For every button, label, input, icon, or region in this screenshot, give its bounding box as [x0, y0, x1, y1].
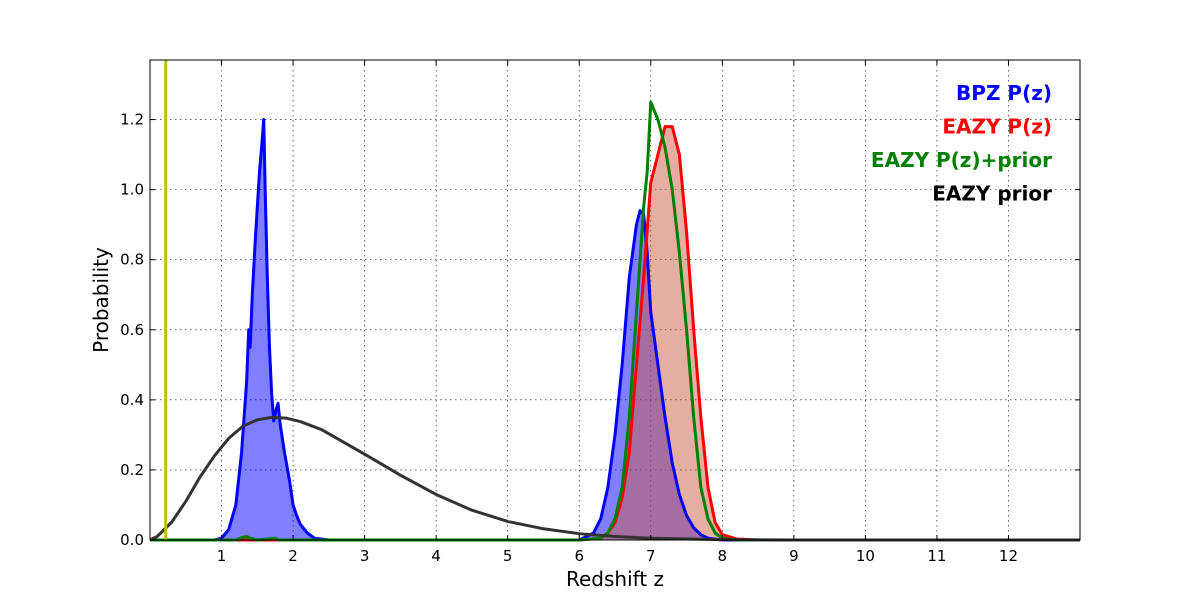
legend-entry-eazy-p-z-prior: EAZY P(z)+prior	[871, 148, 1052, 172]
fill-bpz-p-z	[150, 119, 1080, 540]
x-tick-label-10: 11	[927, 547, 946, 565]
y-tick-label-3: 0.6	[120, 321, 144, 339]
y-tick-label-4: 0.8	[120, 251, 144, 269]
y-tick-label-5: 1.0	[120, 181, 144, 199]
plot-frame	[149, 59, 1081, 541]
series-fills	[150, 119, 1080, 540]
x-tick-label-9: 10	[856, 547, 875, 565]
x-tick-label-1: 2	[288, 547, 298, 565]
x-tick-label-5: 6	[574, 547, 584, 565]
x-tick-label-0: 1	[217, 547, 227, 565]
x-tick-label-8: 9	[789, 547, 799, 565]
x-axis-title: Redshift z	[566, 567, 664, 591]
legend-entry-eazy-p-z: EAZY P(z)	[942, 115, 1052, 139]
x-tick-label-11: 12	[999, 547, 1018, 565]
x-tick-label-2: 3	[360, 547, 370, 565]
x-tick-label-6: 7	[646, 547, 656, 565]
y-axis-title: Probability	[89, 247, 113, 353]
legend: BPZ P(z) EAZY P(z) EAZY P(z)+prior EAZY pri…	[871, 81, 1052, 206]
legend-entry-eazy-prior: EAZY prior	[932, 182, 1052, 206]
y-tick-label-0: 0.0	[120, 531, 144, 549]
y-tick-label-6: 1.2	[120, 111, 144, 129]
axis-ticks: 1 2 3 4 5 6 7 8 9 10 11 120.00.20.40.60.81.01.2	[120, 60, 1080, 565]
y-tick-label-2: 0.4	[120, 391, 144, 409]
x-tick-label-3: 4	[431, 547, 441, 565]
x-tick-label-7: 8	[718, 547, 728, 565]
y-tick-label-1: 0.2	[120, 461, 144, 479]
line-bpz-p-z	[150, 118, 1080, 542]
grid-lines	[150, 60, 1080, 540]
legend-entry-bpz-p-z: BPZ P(z)	[956, 81, 1052, 105]
x-tick-label-4: 5	[503, 547, 513, 565]
line-eazy-prior	[149, 415, 1080, 542]
